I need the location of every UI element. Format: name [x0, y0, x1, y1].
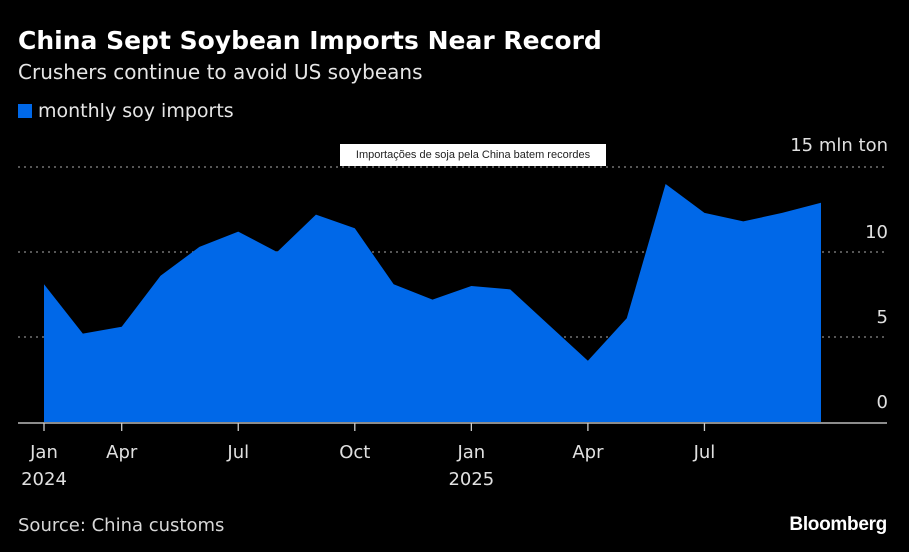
area-series-monthly-soy-imports — [44, 184, 821, 422]
legend-swatch — [18, 104, 32, 118]
y-tick-label: 0 — [877, 392, 888, 413]
x-tick-label: Oct — [339, 442, 370, 463]
x-tick-year-label: 2025 — [448, 469, 494, 490]
chart-subtitle: Crushers continue to avoid US soybeans — [18, 60, 423, 84]
x-tick-label: Jul — [693, 442, 716, 463]
x-tick-label: Jan — [29, 442, 58, 463]
legend: monthly soy imports — [18, 100, 234, 122]
x-tick-label: Jul — [226, 442, 249, 463]
x-tick-label: Apr — [572, 442, 604, 463]
x-tick-label: Jan — [456, 442, 485, 463]
y-tick-label: 10 — [865, 222, 888, 243]
source-note: Source: China customs — [18, 515, 225, 536]
x-tick-year-label: 2024 — [21, 469, 67, 490]
y-tick-label: 15 mln ton — [790, 135, 888, 156]
legend-label: monthly soy imports — [38, 100, 234, 122]
chart-title: China Sept Soybean Imports Near Record — [18, 26, 602, 55]
y-tick-label: 5 — [877, 307, 888, 328]
bloomberg-logo: Bloomberg — [789, 514, 887, 535]
tooltip: Importações de soja pela China batem rec… — [340, 144, 606, 166]
x-tick-label: Apr — [106, 442, 138, 463]
